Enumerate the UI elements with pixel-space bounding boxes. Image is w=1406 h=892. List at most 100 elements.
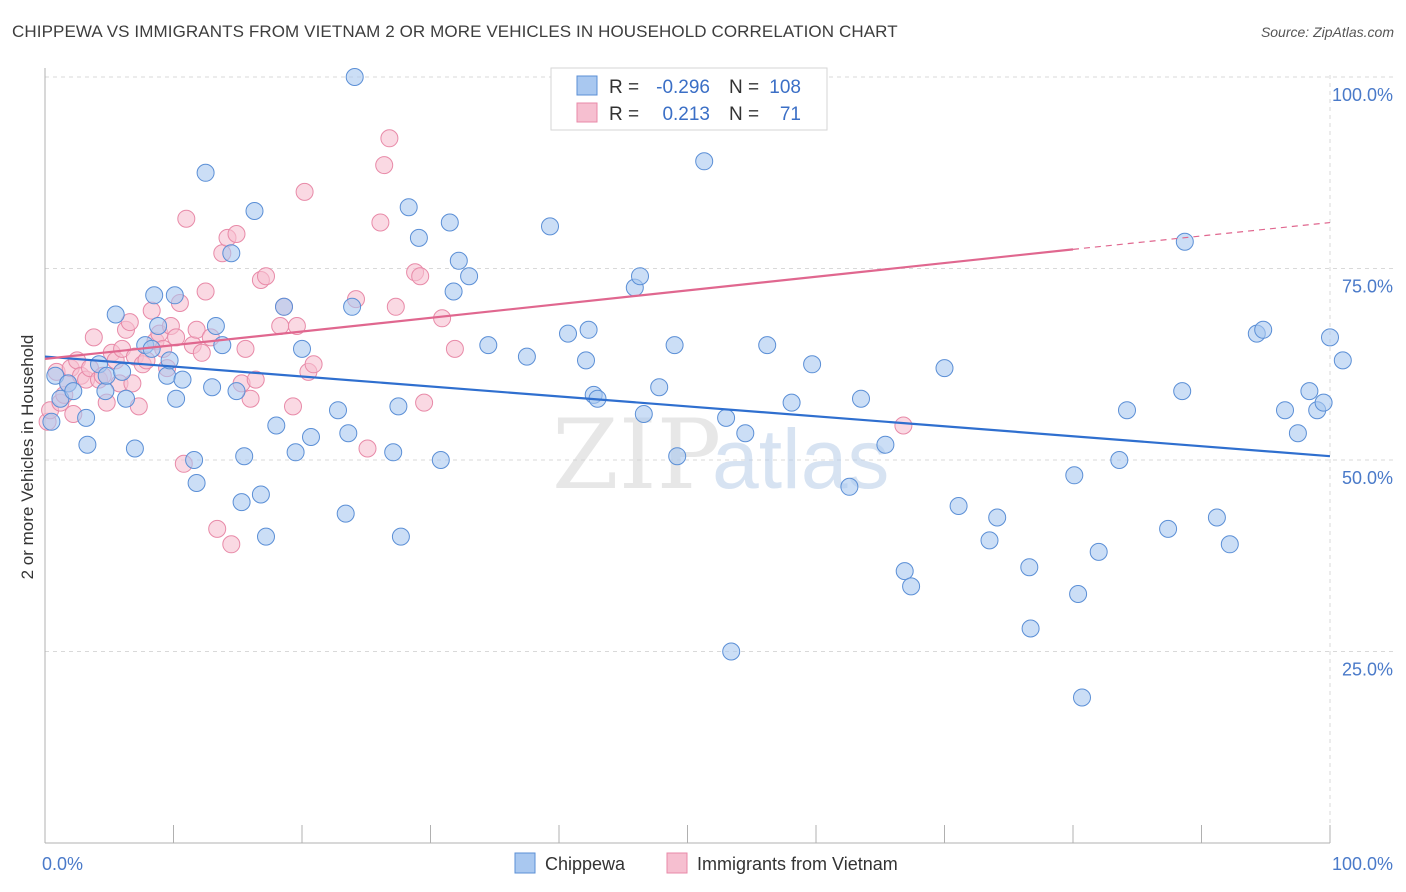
vietnam-point-64 — [380, 129, 399, 148]
vietnam-point-22 — [123, 374, 142, 393]
chippewa-point-84 — [988, 508, 1007, 527]
chippewa-point-18 — [158, 366, 177, 385]
chippewa-point-13 — [125, 439, 144, 458]
chippewa-point-79 — [895, 562, 914, 581]
chippewa-point-91 — [1118, 401, 1136, 420]
chippewa-point-45 — [384, 443, 403, 462]
legend-n-value-0: 108 — [769, 77, 801, 98]
vietnam-point-36 — [177, 209, 196, 228]
chippewa-point-41 — [329, 401, 347, 420]
chippewa-point-47 — [391, 527, 410, 546]
bottom-legend-label-vietnam: Immigrants from Vietnam — [697, 854, 898, 874]
vietnam-point-71 — [894, 416, 913, 435]
chippewa-point-56 — [517, 347, 536, 366]
chippewa-point-10 — [106, 305, 125, 324]
chippewa-point-64 — [631, 267, 649, 286]
chippewa-point-36 — [267, 416, 286, 435]
chippewa-point-107 — [345, 68, 364, 86]
chippewa-point-15 — [149, 317, 168, 335]
y-tick-label-50: 50.0% — [1342, 468, 1393, 488]
chippewa-point-12 — [117, 389, 135, 408]
chippewa-point-6 — [78, 435, 97, 454]
chippewa-point-86 — [1021, 619, 1040, 638]
legend-n-value-1: 71 — [780, 104, 801, 125]
legend-r-label-1: R = — [609, 104, 639, 125]
series-legend: Chippewa Immigrants from Vietnam — [514, 852, 898, 874]
y-tick-label-100: 100.0% — [1332, 85, 1393, 105]
chippewa-point-48 — [399, 198, 418, 217]
chippewa-point-105 — [1333, 351, 1352, 370]
trend-line-vietnam — [44, 248, 1074, 360]
chippewa-point-89 — [1089, 542, 1108, 561]
chippewa-point-22 — [173, 370, 192, 389]
chippewa-point-94 — [1175, 232, 1194, 251]
chippewa-point-101 — [1300, 382, 1319, 401]
chippewa-point-81 — [935, 359, 954, 378]
series-chippewa — [42, 68, 1352, 707]
chippewa-point-51 — [440, 213, 459, 232]
chippewa-point-103 — [1314, 393, 1333, 412]
chippewa-point-34 — [251, 485, 270, 504]
chippewa-point-32 — [235, 447, 254, 466]
chippewa-point-93 — [1173, 382, 1192, 401]
chippewa-point-42 — [336, 504, 355, 523]
chippewa-point-29 — [222, 244, 241, 263]
watermark: ZIP atlas — [552, 399, 889, 511]
chippewa-point-39 — [293, 339, 311, 358]
vietnam-point-67 — [411, 267, 430, 286]
vietnam-point-40 — [196, 282, 215, 301]
chippewa-point-70 — [717, 408, 736, 427]
chippewa-point-87 — [1065, 466, 1084, 485]
chart-source: Source: ZipAtlas.com — [1260, 24, 1394, 40]
chippewa-point-26 — [203, 378, 222, 397]
chippewa-point-43 — [339, 424, 358, 443]
chippewa-point-40 — [302, 428, 320, 446]
vietnam-point-68 — [415, 393, 434, 412]
vietnam-point-21 — [120, 313, 139, 332]
chippewa-point-37 — [275, 297, 293, 316]
trend-lines — [44, 221, 1331, 458]
vietnam-point-39 — [192, 343, 211, 362]
vietnam-point-59 — [304, 355, 323, 374]
trend-line-chippewa — [44, 355, 1331, 458]
chippewa-point-52 — [444, 282, 463, 301]
chippewa-point-4 — [64, 382, 83, 401]
axes — [44, 68, 1331, 844]
bottom-legend-label-chippewa: Chippewa — [545, 854, 626, 874]
chippewa-point-71 — [722, 642, 741, 661]
correlation-legend: R = -0.296 N = 108 R = 0.213 N = 71 — [550, 67, 828, 131]
chippewa-point-85 — [1020, 558, 1039, 577]
chippewa-point-100 — [1288, 424, 1307, 443]
y-tick-label-75: 75.0% — [1342, 277, 1393, 297]
legend-r-value-0: -0.296 — [656, 77, 710, 98]
chippewa-point-78 — [876, 435, 895, 454]
vietnam-point-70 — [445, 339, 464, 358]
chippewa-point-73 — [758, 336, 777, 355]
chippewa-point-30 — [227, 382, 246, 401]
trend-line-vietnam-extension — [1072, 221, 1331, 250]
legend-swatch-vietnam — [576, 102, 598, 123]
chippewa-point-57 — [541, 217, 559, 236]
chippewa-point-104 — [1321, 328, 1339, 347]
chippewa-point-90 — [1110, 451, 1129, 469]
chippewa-point-67 — [665, 336, 684, 355]
chippewa-point-68 — [668, 447, 687, 466]
chippewa-point-75 — [803, 355, 822, 374]
chippewa-point-72 — [736, 424, 755, 443]
chippewa-point-50 — [431, 451, 450, 469]
chippewa-point-92 — [1159, 519, 1178, 538]
series-immigrants-from-vietnam — [38, 129, 913, 554]
chippewa-point-49 — [409, 228, 428, 247]
chippewa-point-96 — [1220, 535, 1239, 554]
vietnam-point-53 — [271, 317, 290, 335]
bottom-legend-swatch-chippewa — [514, 852, 536, 874]
chippewa-point-46 — [389, 397, 408, 416]
chippewa-point-54 — [460, 267, 479, 286]
chippewa-point-19 — [160, 351, 179, 370]
vietnam-point-65 — [386, 297, 405, 316]
chippewa-point-66 — [650, 378, 669, 397]
chippewa-point-16 — [145, 286, 164, 305]
chippewa-point-76 — [840, 477, 859, 496]
chippewa-point-82 — [949, 497, 968, 515]
